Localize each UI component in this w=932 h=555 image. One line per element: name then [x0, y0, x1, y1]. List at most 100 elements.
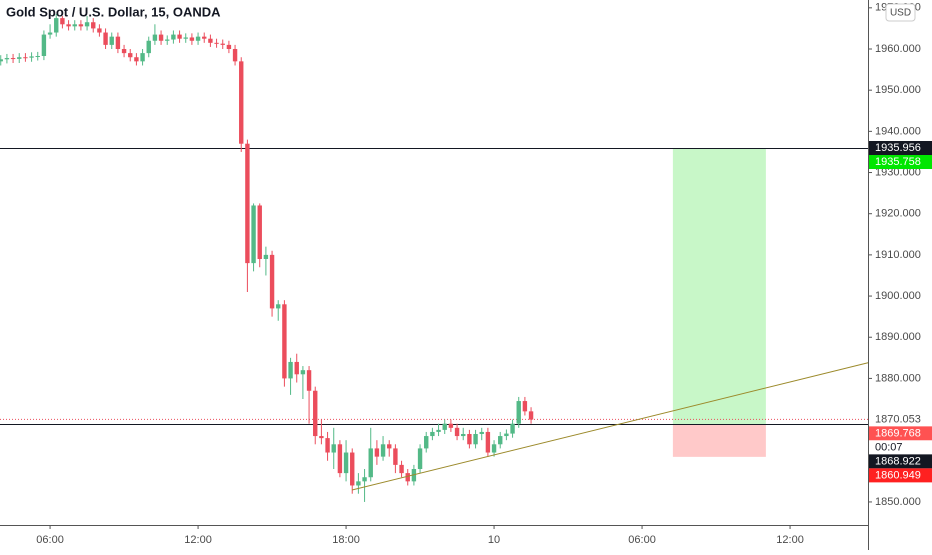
y-tick-label: 1940.000 — [875, 125, 921, 137]
candle-body — [84, 22, 90, 27]
chart-title: Gold Spot / U.S. Dollar, 15, OANDA — [6, 4, 221, 19]
y-tick-label: 1880.000 — [875, 372, 921, 384]
profit-zone — [672, 148, 766, 425]
candle-body — [528, 411, 534, 420]
candle-body — [294, 361, 299, 375]
y-tick-label: 1910.000 — [875, 249, 921, 261]
currency[interactable]: USD — [890, 8, 911, 19]
candle-body — [91, 22, 96, 29]
candle-body — [405, 473, 410, 482]
candle-body — [300, 370, 306, 375]
countdown: 00:07 — [875, 441, 903, 453]
candle-body — [109, 36, 114, 45]
candle-body — [442, 423, 447, 430]
price-label: 1935.758 — [875, 156, 921, 168]
candle-body — [10, 58, 16, 60]
candle-body — [152, 34, 158, 41]
candle-body — [479, 431, 484, 434]
candle-body — [417, 448, 423, 469]
candle-body — [189, 37, 195, 41]
candle-body — [362, 477, 367, 482]
candle-body — [214, 42, 219, 44]
candle-body — [17, 57, 22, 59]
price-label-bg — [869, 412, 932, 427]
price-label-bg — [869, 141, 932, 156]
candle-body — [387, 444, 392, 449]
price-label: 1935.956 — [875, 142, 921, 154]
price-label-bg — [869, 468, 932, 483]
price-label: 1868.922 — [875, 455, 921, 467]
currency-box[interactable] — [885, 3, 916, 22]
candle-body — [319, 436, 324, 439]
candle-body — [504, 433, 509, 437]
price-label: 1870.053 — [875, 413, 921, 425]
candle-body — [239, 61, 244, 144]
y-tick-label: 1900.000 — [875, 290, 921, 302]
candle-body — [60, 18, 65, 25]
candle-body — [121, 49, 127, 54]
x-tick-label: 12:00 — [184, 534, 212, 546]
candle-body — [47, 32, 53, 35]
trendline — [351, 362, 869, 491]
countdown-bg — [869, 440, 932, 455]
candle-body — [399, 464, 404, 474]
candle-body — [245, 143, 250, 264]
candle-body — [282, 304, 287, 379]
candle-body — [35, 56, 40, 57]
candle-body — [485, 431, 491, 453]
x-tick-label: 06:00 — [628, 534, 656, 546]
x-tick-label: 06:00 — [36, 534, 64, 546]
candle-body — [269, 254, 275, 309]
candle-body — [380, 444, 386, 457]
price-axis: 1850.000 1880.000 1890.000 1900.000 1910.000… — [868, 2, 932, 508]
candle-body — [29, 56, 34, 58]
x-tick-label: 10 — [488, 534, 500, 546]
candle-body — [134, 57, 139, 62]
candle-body — [337, 444, 343, 474]
x-tick-label: 12:00 — [776, 534, 804, 546]
plot-area — [0, 14, 869, 502]
price-label: 1869.768 — [875, 427, 921, 439]
candle-body — [115, 36, 121, 49]
loss-zone — [672, 424, 766, 457]
candle-body — [393, 448, 398, 465]
y-tick-label: 1920.000 — [875, 208, 921, 220]
candle-body — [331, 444, 336, 453]
candle-body — [461, 434, 466, 437]
candle-body — [0, 59, 3, 62]
candle-body — [368, 448, 373, 478]
candle-body — [202, 36, 207, 39]
candle-body — [325, 438, 330, 453]
candle-body — [158, 34, 164, 41]
candle-body — [288, 361, 293, 379]
candle-body — [177, 34, 182, 39]
candle-body — [306, 370, 312, 391]
price-label-bg — [869, 155, 932, 170]
price-label: 1860.949 — [875, 469, 921, 481]
candle-body — [232, 49, 238, 62]
candle-body — [140, 53, 145, 62]
candle-body — [97, 28, 102, 33]
candle-body — [171, 34, 176, 40]
candle-body — [146, 40, 151, 54]
candle-body — [208, 38, 213, 43]
candle-body — [448, 423, 454, 428]
candle-body — [251, 205, 256, 264]
candle-body — [467, 434, 472, 445]
y-tick-label: 1950.000 — [875, 84, 921, 96]
candle-body — [374, 448, 380, 457]
candle-body — [436, 429, 441, 432]
price-label-bg — [869, 454, 932, 469]
candle-body — [313, 390, 318, 437]
candle-body — [78, 24, 84, 27]
candle-body — [220, 43, 225, 45]
y-tick-label: 1960.000 — [875, 43, 921, 55]
candle-body — [41, 34, 47, 56]
candle-body — [510, 423, 515, 434]
candle-body — [257, 205, 262, 259]
candle-body — [356, 481, 361, 486]
candle-body — [491, 444, 497, 453]
candle-body — [430, 431, 435, 437]
candle-body — [343, 452, 349, 474]
